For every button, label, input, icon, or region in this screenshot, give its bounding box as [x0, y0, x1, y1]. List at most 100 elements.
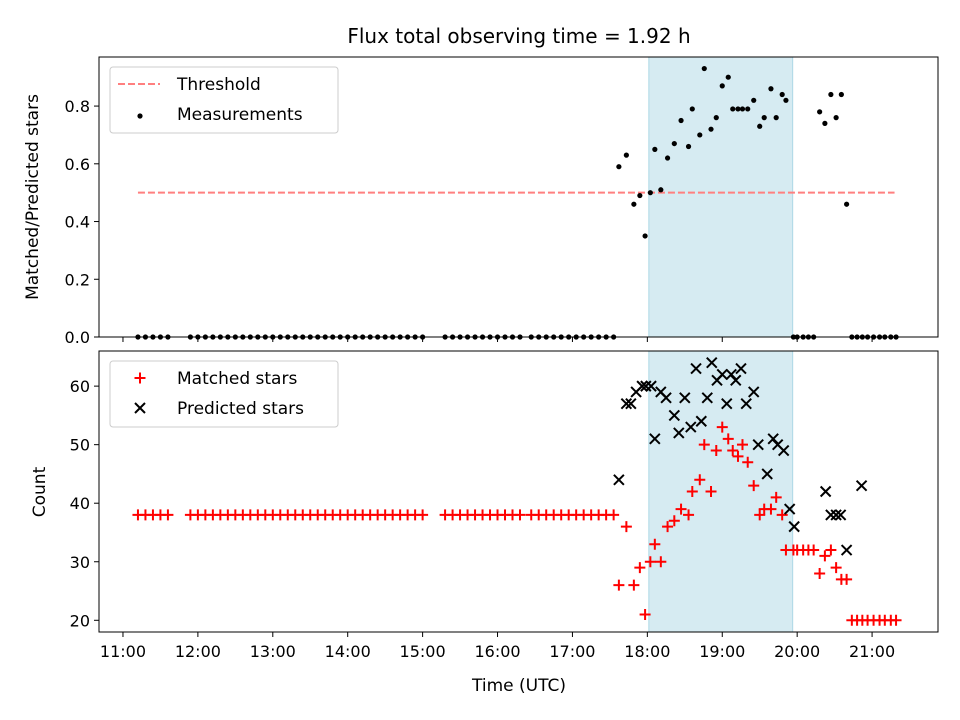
predicted-stars-point: [834, 509, 847, 521]
predicted-stars-point: [706, 357, 718, 369]
measurements-point: [817, 109, 823, 115]
measurements-point: [671, 140, 677, 147]
matched-stars-point: [694, 474, 706, 486]
bottom-xtick-label: 11:00: [100, 642, 146, 661]
predicted-stars-point: [855, 479, 868, 492]
bottom-axes-frame: [98, 350, 939, 633]
bottom-ytick-label: 20: [70, 611, 90, 630]
measurements-point: [713, 115, 719, 121]
matched-stars-legend-marker: [134, 372, 146, 384]
measurements-point: [844, 201, 850, 207]
predicted-stars-point: [740, 397, 752, 410]
bottom-xtick-label: 19:00: [699, 642, 745, 661]
predicted-stars-point: [625, 397, 637, 410]
matched-stars-point: [634, 562, 646, 574]
matched-stars-legend-label: Matched stars: [177, 369, 297, 389]
top-ytick-label: 0.0: [65, 328, 90, 347]
matched-stars-point: [662, 521, 674, 533]
bottom-xtick-label: 13:00: [250, 642, 296, 661]
predicted-stars-point: [673, 427, 685, 439]
predicted-stars-point: [761, 468, 773, 480]
matched-stars-point: [620, 521, 632, 533]
top-ytick-label: 0.6: [65, 155, 90, 174]
measurements-point: [833, 115, 839, 121]
matched-stars-point: [722, 433, 734, 445]
matched-stars-point: [417, 509, 429, 521]
top-panel: 0.00.20.40.60.8 Matched/Predicted stars …: [23, 56, 939, 347]
matched-stars-point: [754, 509, 766, 521]
measurements-point: [745, 106, 751, 112]
matched-stars-point: [830, 562, 842, 574]
measurements-legend-marker: [137, 113, 143, 119]
predicted-stars-point: [777, 444, 790, 457]
bottom-ytick-label: 50: [70, 436, 90, 455]
predicted-stars-point: [721, 397, 733, 410]
measurements-point: [658, 187, 664, 193]
measurements-point: [642, 233, 648, 239]
matched-stars-point: [727, 445, 739, 457]
matched-stars-point: [686, 486, 698, 497]
top-ytick-label: 0.2: [65, 270, 90, 289]
bottom-xlabel: Time (UTC): [471, 676, 566, 696]
top-ytick-label: 0.4: [65, 213, 90, 232]
measurements-point: [631, 201, 637, 207]
measurements-point: [779, 91, 785, 98]
measurements-point: [701, 65, 707, 72]
predicted-stars-point: [649, 433, 661, 445]
measurements-point: [708, 126, 714, 132]
matched-stars-point: [825, 544, 837, 556]
measurements-legend-label: Measurements: [177, 105, 303, 125]
predicted-stars-point: [695, 415, 707, 427]
matched-stars-point: [808, 544, 820, 556]
measurements-point: [623, 152, 629, 158]
bottom-xtick-label: 16:00: [474, 642, 520, 661]
top-x-ticks: [122, 337, 873, 342]
matched-stars-point: [649, 538, 661, 550]
bottom-xtick-label: 17:00: [549, 642, 595, 661]
bottom-ytick-label: 60: [70, 377, 90, 396]
predicted-stars-point: [783, 503, 796, 515]
top-ylabel: Matched/Predicted stars: [23, 94, 43, 300]
measurements-point: [751, 97, 757, 103]
matched-stars-point: [736, 439, 748, 451]
measurements-point: [828, 91, 834, 98]
matched-stars-point: [716, 421, 728, 433]
bottom-xtick-label: 15:00: [400, 642, 446, 661]
predicted-stars-point: [701, 392, 713, 404]
bottom-panel: 20 30 40 50 60 11:00 12:00 13:00 14:00 15:00 16:0…: [30, 350, 939, 696]
bottom-xtick-label: 12:00: [175, 642, 221, 661]
measurements-point: [689, 106, 695, 112]
matched-stars-point: [683, 509, 695, 521]
matched-stars-point: [748, 480, 760, 492]
measurements-point: [652, 146, 658, 152]
measurements-point: [697, 132, 703, 138]
predicted-stars-legend-marker: [134, 402, 146, 414]
matched-stars-point: [705, 486, 717, 497]
matched-stars-point: [814, 567, 826, 579]
measurements-point: [637, 192, 643, 199]
top-legend: Threshold Measurements: [109, 66, 339, 134]
predicted-stars-point: [819, 485, 832, 498]
bottom-x-ticks: 11:00 12:00 13:00 14:00 15:00 16:00 17:00 18:00…: [100, 632, 895, 661]
measurements-point: [768, 86, 774, 92]
bottom-legend-box: [109, 360, 339, 428]
predicted-stars-point: [690, 362, 702, 375]
measurements-point: [616, 164, 622, 170]
matched-stars-point: [644, 556, 656, 568]
matched-stars-point: [162, 509, 174, 521]
measurements-point: [838, 91, 844, 98]
top-ytick-label: 0.8: [65, 97, 90, 116]
matched-stars-point: [890, 614, 902, 626]
threshold-legend-label: Threshold: [176, 75, 261, 95]
matched-stars-point: [841, 573, 853, 585]
predicted-stars-legend-label: Predicted stars: [177, 399, 304, 419]
measurements-point: [685, 143, 692, 150]
matched-stars-point: [675, 503, 687, 515]
bottom-xtick-label: 21:00: [849, 642, 895, 661]
bottom-ytick-label: 40: [70, 494, 90, 513]
predicted-stars-point: [685, 421, 697, 433]
measurements-point: [725, 74, 731, 80]
top-axes-frame: [98, 56, 939, 338]
bottom-ytick-label: 30: [70, 553, 90, 572]
bottom-shaded-span: [648, 350, 794, 633]
